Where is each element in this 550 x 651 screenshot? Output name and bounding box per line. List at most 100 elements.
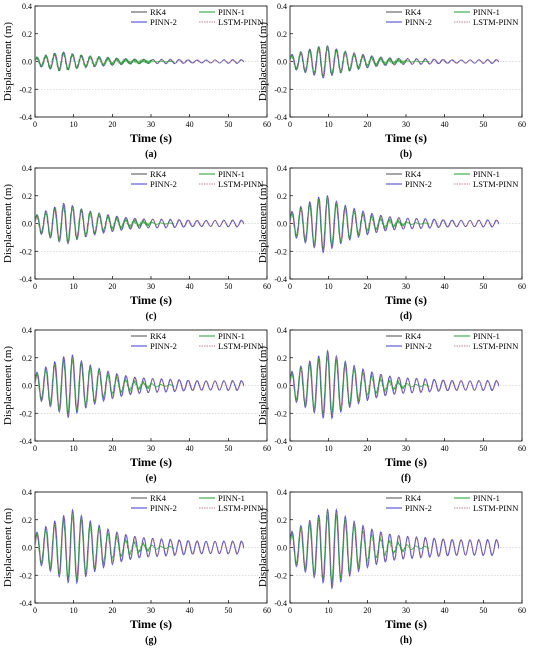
x-tick-label: 60 [518,120,526,129]
x-tick-label: 10 [325,444,333,453]
series-lstm-pinn-line [34,511,245,582]
x-tick-label: 0 [288,120,292,129]
y-tick-label: -0.2 [274,85,287,94]
panel-label: (g) [145,635,157,646]
legend-label: RK4 [150,331,167,341]
y-tick-label: 0.0 [277,58,287,67]
y-axis-label: Displacement (m) [257,184,269,263]
y-axis-label: Displacement (m) [257,508,269,587]
y-tick-label: -0.2 [19,85,32,94]
x-tick-label: 20 [108,282,116,291]
y-tick-label: 0.4 [277,164,287,173]
series-lstm-pinn-line [289,510,500,587]
x-tick-label: 50 [224,282,232,291]
x-tick-label: 0 [288,444,292,453]
x-tick-label: 50 [479,120,487,129]
legend-label: RK4 [150,169,167,179]
x-tick-label: 10 [70,282,78,291]
x-tick-label: 40 [186,606,194,615]
legend-label: PINN-1 [218,169,245,179]
x-axis-label: Time (s) [385,293,427,307]
y-tick-label: 0.0 [277,382,287,391]
y-axis-label: Displacement (m) [257,22,269,101]
x-tick-label: 50 [479,282,487,291]
series-lstm-pinn-line [34,52,245,71]
x-tick-label: 10 [70,444,78,453]
y-tick-label: -0.4 [274,599,287,608]
chart-panel: 0.4 0.2 0.0 -0.2 -0.40 10 20 30 40 50 60 Displaceme… [2,326,271,484]
panel-label: (c) [145,311,156,322]
y-tick-label: -0.2 [19,247,32,256]
series-pinn1-line [289,353,430,416]
legend-label: RK4 [405,169,422,179]
legend-label: LSTM-PINN [218,341,263,351]
x-axis-label: Time (s) [385,131,427,145]
panel-label: (f) [401,473,411,484]
series-pinn1-line [289,513,430,585]
y-tick-label: -0.4 [274,113,287,122]
legend-label: PINN-2 [405,17,432,27]
y-axis-label: Displacement (m) [2,184,14,263]
x-tick-label: 10 [325,282,333,291]
series-lstm-pinn-line [34,355,245,417]
x-tick-label: 50 [479,606,487,615]
x-tick-label: 0 [288,606,292,615]
legend-label: PINN-1 [473,493,500,503]
legend-label: PINN-1 [218,7,245,17]
y-tick-label: -0.4 [19,437,32,446]
y-tick-label: -0.4 [19,599,32,608]
y-tick-label: 0.0 [277,544,287,553]
y-tick-label: 0.4 [277,488,287,497]
series-lstm-pinn-line [289,196,500,252]
y-tick-label: 0.0 [22,220,32,229]
x-axis-label: Time (s) [130,293,172,307]
x-tick-label: 40 [186,444,194,453]
chart-panel: 0.4 0.2 0.0 -0.2 -0.40 10 20 30 40 50 60 Displaceme… [257,2,526,160]
x-tick-label: 60 [518,606,526,615]
chart-panel: 0.4 0.2 0.0 -0.2 -0.40 10 20 30 40 50 60 Displaceme… [257,488,526,646]
x-tick-label: 40 [441,282,449,291]
y-tick-label: -0.2 [19,409,32,418]
legend-label: PINN-2 [405,341,432,351]
x-tick-label: 0 [288,282,292,291]
y-tick-label: -0.2 [274,571,287,580]
series-pinn1-line [34,356,175,414]
legend-label: PINN-2 [150,17,177,27]
y-tick-label: 0.2 [22,192,32,201]
panel-label: (h) [400,635,412,646]
series-pinn1-line [34,204,175,243]
x-tick-label: 60 [263,444,271,453]
y-tick-label: 0.4 [22,488,32,497]
x-tick-label: 40 [186,120,194,129]
y-tick-label: 0.2 [22,354,32,363]
y-tick-label: -0.2 [19,571,32,580]
x-tick-label: 30 [147,444,155,453]
y-tick-label: -0.2 [274,409,287,418]
y-axis-label: Displacement (m) [2,508,14,587]
y-tick-label: 0.0 [22,382,32,391]
x-tick-label: 40 [441,120,449,129]
x-tick-label: 60 [263,120,271,129]
y-tick-label: 0.2 [277,30,287,39]
x-tick-label: 0 [33,444,37,453]
series-pinn2-line [34,354,245,419]
x-tick-label: 20 [108,120,116,129]
x-axis-label: Time (s) [385,455,427,469]
x-tick-label: 30 [147,282,155,291]
x-tick-label: 10 [70,606,78,615]
legend-label: PINN-1 [473,7,500,17]
x-tick-label: 50 [224,120,232,129]
legend-label: PINN-1 [218,493,245,503]
x-tick-label: 60 [263,282,271,291]
y-tick-label: 0.0 [22,58,32,67]
y-tick-label: 0.0 [22,544,32,553]
y-tick-label: 0.4 [22,164,32,173]
legend-label: PINN-2 [405,179,432,189]
x-tick-label: 40 [186,282,194,291]
legend-label: PINN-2 [150,503,177,513]
y-tick-label: 0.4 [277,326,287,335]
x-tick-label: 30 [147,606,155,615]
x-tick-label: 50 [224,444,232,453]
y-tick-label: 0.2 [22,516,32,525]
